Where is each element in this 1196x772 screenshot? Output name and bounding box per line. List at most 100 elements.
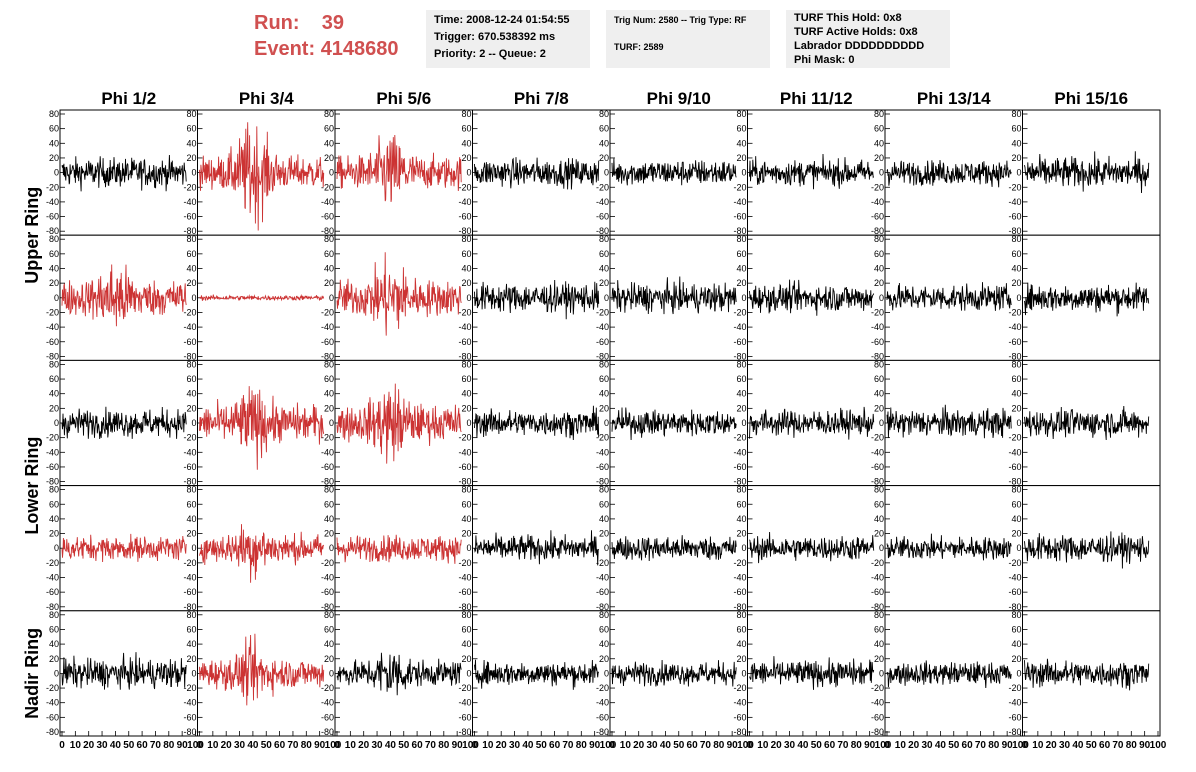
panel-r2-c2-waveform <box>199 293 325 302</box>
panel-r1-c6-ylabel-20: 20 <box>736 153 746 163</box>
panel-r2-c7-ylabel--20: -20 <box>871 307 884 317</box>
panel-r3-c6-ylabel-0: 0 <box>741 418 746 428</box>
panel-r5-c8-xlabel-90: 90 <box>1139 740 1151 751</box>
panel-r4-c6-ylabel-40: 40 <box>736 514 746 524</box>
ring-label-1: Upper Ring <box>22 187 42 284</box>
panel-r5-c2-ylabel--80: -80 <box>183 727 196 737</box>
panel-r2-c5-ylabel--80: -80 <box>596 351 609 361</box>
run-label: Run: <box>254 12 300 34</box>
panel-r1-c8-ylabel--80: -80 <box>1008 226 1021 236</box>
panel-r3-c3-ylabel-60: 60 <box>324 374 334 384</box>
panel-r5-c6-xlabel-80: 80 <box>851 740 863 751</box>
panel-r3-c3-ylabel--60: -60 <box>321 462 334 472</box>
panel-r5-c4-xlabel-30: 30 <box>509 740 521 751</box>
panel-r3-c7-waveform <box>886 404 1012 439</box>
panel-r5-c1-xlabel-10: 10 <box>70 740 82 751</box>
panel-r1-c7-ylabel--80: -80 <box>871 226 884 236</box>
panel-r4-c7-ylabel--40: -40 <box>871 573 884 583</box>
panel-r2-c5-waveform <box>611 276 737 315</box>
panel-r3-c5-ylabel-80: 80 <box>599 359 609 369</box>
panel-r1-c6-ylabel--40: -40 <box>733 197 746 207</box>
panel-r4-c7-ylabel-20: 20 <box>874 529 884 539</box>
panel-r3-c4-ylabel-20: 20 <box>461 403 471 413</box>
panel-r1-c3-ylabel--40: -40 <box>321 197 334 207</box>
panel-r3-c7-ylabel-40: 40 <box>874 389 884 399</box>
panel-r5-c2-ylabel--40: -40 <box>183 698 196 708</box>
panel-r1-c2-ylabel--40: -40 <box>183 197 196 207</box>
panel-r5-c2-ylabel--20: -20 <box>183 683 196 693</box>
panel-r3-c4-ylabel-0: 0 <box>466 418 471 428</box>
panel-r5-c8-ylabel--40: -40 <box>1008 698 1021 708</box>
panel-r5-c6-ylabel-20: 20 <box>736 654 746 664</box>
panel-r5-c2-waveform <box>199 633 325 706</box>
panel-r5-c4-ylabel--20: -20 <box>458 683 471 693</box>
panel-r3-c6-ylabel-80: 80 <box>736 359 746 369</box>
panel-r5-c7-ylabel-20: 20 <box>874 654 884 664</box>
panel-r2-c7-ylabel--40: -40 <box>871 322 884 332</box>
panel-r2-c2-ylabel--40: -40 <box>183 322 196 332</box>
panel-r5-c8-xlabel-100: 100 <box>1150 740 1167 751</box>
panel-r4-c1-ylabel-40: 40 <box>49 514 59 524</box>
panel-r4-c8-ylabel-60: 60 <box>1011 499 1021 509</box>
panel-r5-c2-xlabel-0: 0 <box>197 740 203 751</box>
panel-r5-c8-ylabel-60: 60 <box>1011 624 1021 634</box>
panel-r4-c5-ylabel-60: 60 <box>599 499 609 509</box>
panel-r3-c8-waveform <box>1024 405 1150 441</box>
panel-r3-c6-ylabel-60: 60 <box>736 374 746 384</box>
panel-r3-c2-ylabel--40: -40 <box>183 447 196 457</box>
panel-r5-c3-xlabel-90: 90 <box>452 740 464 751</box>
panel-r3-c1-ylabel-40: 40 <box>49 389 59 399</box>
panel-r4-c7-ylabel--20: -20 <box>871 558 884 568</box>
column-header-8: Phi 15/16 <box>1054 89 1128 108</box>
panel-r3-c2-waveform <box>199 386 325 470</box>
panel-r5-c7-xlabel-30: 30 <box>921 740 933 751</box>
panel-r3-c4-ylabel-80: 80 <box>461 359 471 369</box>
panel-r3-c1-ylabel--80: -80 <box>46 477 59 487</box>
panel-r5-c5-xlabel-0: 0 <box>609 740 615 751</box>
panel-r5-c6-xlabel-30: 30 <box>784 740 796 751</box>
panel-r3-c5-ylabel-40: 40 <box>599 389 609 399</box>
panel-r4-c5-ylabel-0: 0 <box>604 543 609 553</box>
panel-r5-c3-ylabel--20: -20 <box>321 683 334 693</box>
column-header-2: Phi 3/4 <box>239 89 294 108</box>
panel-r5-c2-frame <box>197 610 336 737</box>
panel-r5-c4-ylabel-80: 80 <box>461 610 471 620</box>
panel-r5-c4-xlabel-40: 40 <box>522 740 534 751</box>
panel-r1-c5-ylabel-80: 80 <box>599 109 609 119</box>
panel-r5-c5-ylabel--40: -40 <box>596 698 609 708</box>
panel-r1-c6-ylabel-0: 0 <box>741 168 746 178</box>
panel-r5-c3-ylabel-0: 0 <box>329 668 334 678</box>
panel-r2-c5-ylabel--60: -60 <box>596 337 609 347</box>
panel-r5-c4-ylabel--80: -80 <box>458 727 471 737</box>
panel-r1-c5-ylabel--20: -20 <box>596 182 609 192</box>
ring-label-2: Lower Ring <box>22 437 42 535</box>
panel-r4-c3-ylabel--60: -60 <box>321 587 334 597</box>
panel-r3-c7-ylabel--60: -60 <box>871 462 884 472</box>
panel-r5-c7-xlabel-10: 10 <box>895 740 907 751</box>
panel-r1-c2-ylabel--20: -20 <box>183 182 196 192</box>
panel-r1-c7-ylabel--60: -60 <box>871 212 884 222</box>
panel-r4-c8-ylabel--40: -40 <box>1008 573 1021 583</box>
panel-r1-c6-ylabel--60: -60 <box>733 212 746 222</box>
panel-r5-c7-xlabel-50: 50 <box>948 740 960 751</box>
panel-r5-c8-xlabel-70: 70 <box>1112 740 1124 751</box>
panel-r3-c3-ylabel-20: 20 <box>324 403 334 413</box>
panel-r5-c6-xlabel-70: 70 <box>837 740 849 751</box>
panel-r4-c3-ylabel-40: 40 <box>324 514 334 524</box>
panel-r5-c2-xlabel-60: 60 <box>274 740 286 751</box>
panel-r5-c3-xlabel-60: 60 <box>412 740 424 751</box>
panel-r5-c2-xlabel-20: 20 <box>221 740 233 751</box>
panel-r5-c4-xlabel-80: 80 <box>576 740 588 751</box>
panel-r4-c5-ylabel--80: -80 <box>596 602 609 612</box>
panel-r5-c8-xlabel-10: 10 <box>1032 740 1044 751</box>
panel-r1-c5-ylabel--80: -80 <box>596 226 609 236</box>
panel-r1-c7-ylabel-40: 40 <box>874 138 884 148</box>
panel-r3-c7-ylabel-60: 60 <box>874 374 884 384</box>
panel-r5-c7-ylabel--80: -80 <box>871 727 884 737</box>
panel-r2-c1-ylabel--20: -20 <box>46 307 59 317</box>
panel-r5-c1-xlabel-50: 50 <box>123 740 135 751</box>
panel-r1-c8-ylabel-60: 60 <box>1011 124 1021 134</box>
panel-r4-c2-ylabel-60: 60 <box>186 499 196 509</box>
panel-r3-c2-ylabel-80: 80 <box>186 359 196 369</box>
panel-r5-c1-xlabel-40: 40 <box>110 740 122 751</box>
